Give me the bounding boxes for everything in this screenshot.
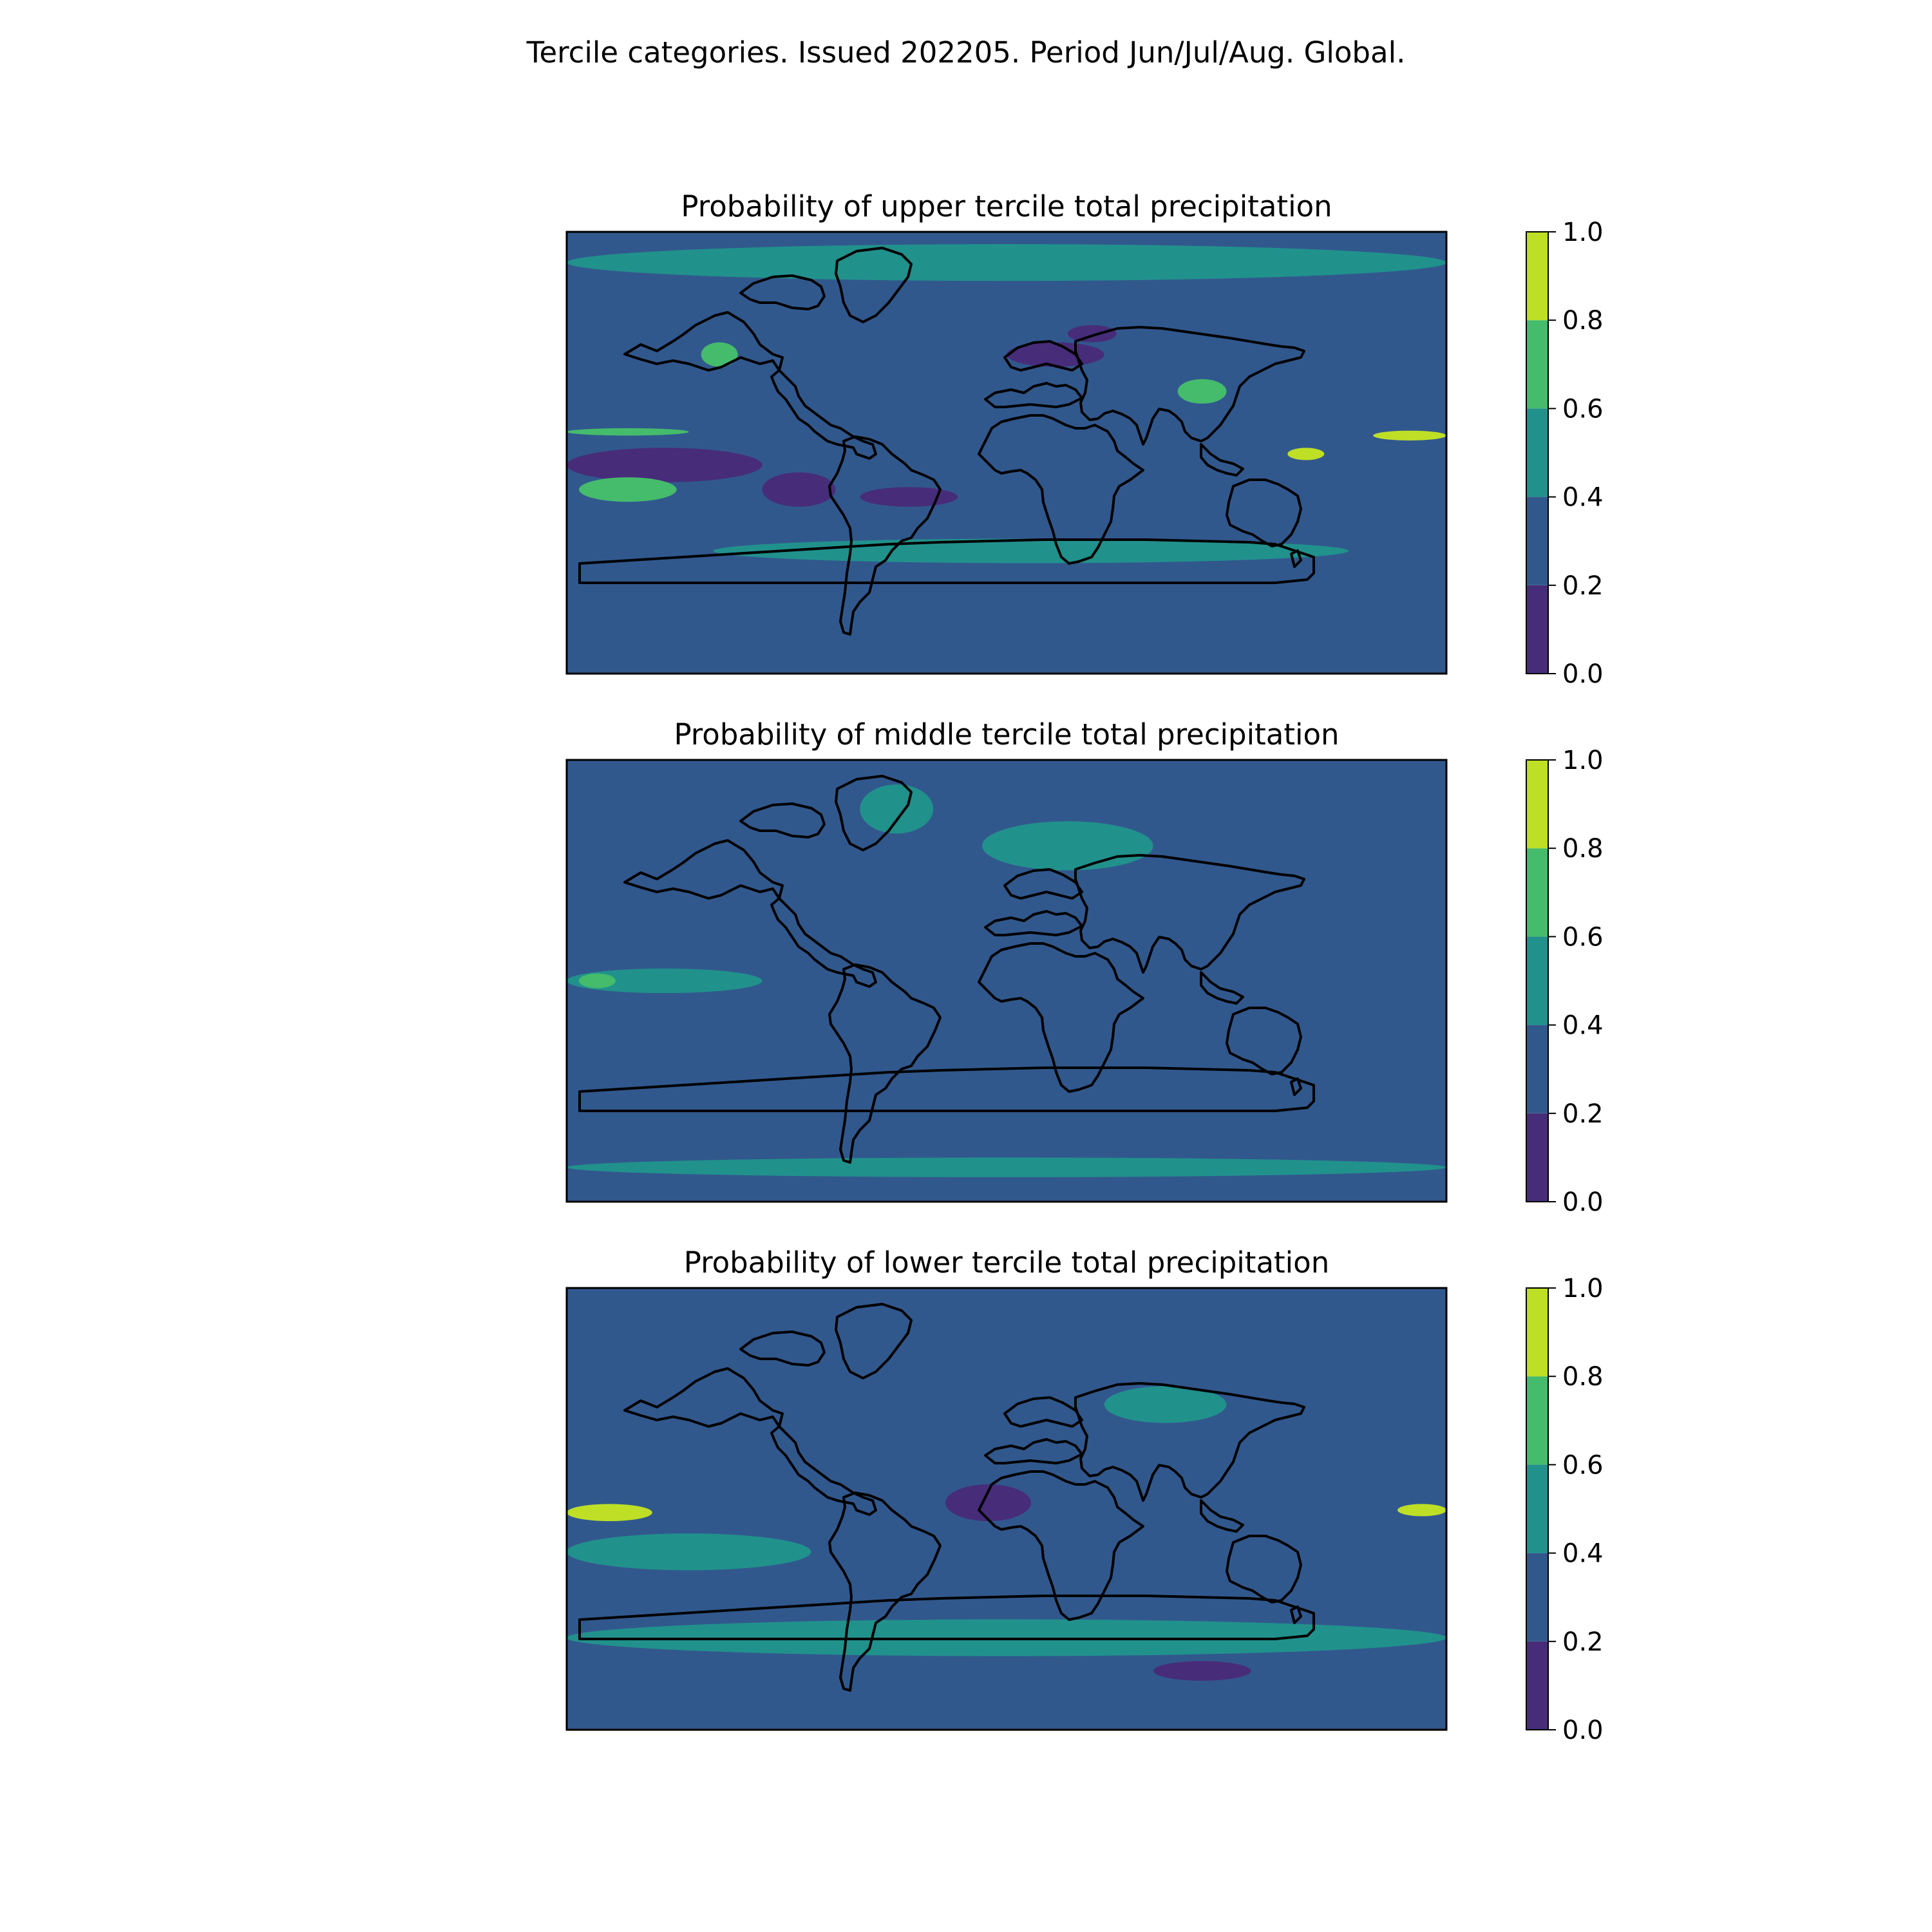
colorbar-bin-3 bbox=[1526, 1376, 1548, 1465]
panel-upper: Probability of upper tercile total preci… bbox=[565, 189, 1604, 689]
region-middle-4 bbox=[982, 821, 1153, 871]
region-lower-1 bbox=[1397, 1504, 1446, 1517]
region-upper-10 bbox=[1177, 379, 1227, 404]
map-frame-middle bbox=[565, 759, 1448, 1203]
colorbar-tick-label: 0.2 bbox=[1562, 571, 1604, 601]
panel-title-lower: Probability of lower tercile total preci… bbox=[684, 1245, 1329, 1280]
region-middle-2 bbox=[860, 784, 934, 834]
colorbar-tick-label: 0.0 bbox=[1562, 659, 1604, 689]
colorbar-bin-4 bbox=[1526, 1288, 1548, 1377]
figure-suptitle: Tercile categories. Issued 202205. Perio… bbox=[526, 35, 1406, 70]
colorbar-bin-2 bbox=[1526, 408, 1548, 497]
region-upper-6 bbox=[567, 428, 689, 436]
region-upper-1 bbox=[762, 472, 836, 507]
region-lower-5 bbox=[1104, 1386, 1227, 1423]
field-upper bbox=[567, 232, 1446, 674]
colorbar-bin-1 bbox=[1526, 497, 1548, 585]
colorbar-tick-label: 0.8 bbox=[1562, 834, 1604, 864]
region-middle-1 bbox=[578, 973, 616, 989]
region-upper-0 bbox=[567, 448, 762, 482]
colorbar-upper: 0.0 0.2 0.4 0.6 0.8 1.0 bbox=[1526, 218, 1604, 689]
map-lower bbox=[565, 1287, 1448, 1731]
colorbar-tick-label: 0.2 bbox=[1562, 1627, 1604, 1657]
colorbar-bin-4 bbox=[1526, 760, 1548, 849]
region-upper-4 bbox=[1067, 325, 1117, 343]
colorbar-tick-label: 0.8 bbox=[1562, 1362, 1604, 1392]
region-lower-6 bbox=[567, 1533, 811, 1571]
region-lower-0 bbox=[567, 1504, 652, 1522]
map-middle bbox=[565, 759, 1448, 1203]
colorbar-tick-label: 0.6 bbox=[1562, 922, 1604, 952]
map-frame-lower bbox=[565, 1287, 1448, 1731]
colorbar-bin-3 bbox=[1526, 848, 1548, 937]
colorbar-tick-label: 0.0 bbox=[1562, 1716, 1604, 1745]
colorbar-frame bbox=[1526, 759, 1549, 1202]
colorbar-bin-1 bbox=[1526, 1553, 1548, 1642]
colorbar-tick-label: 0.6 bbox=[1562, 1450, 1604, 1480]
colorbar-frame bbox=[1526, 1287, 1549, 1730]
colorbar-bin-2 bbox=[1526, 1464, 1548, 1553]
field-middle bbox=[567, 760, 1446, 1202]
panel-middle: Probability of middle tercile total prec… bbox=[565, 717, 1604, 1217]
region-upper-2 bbox=[860, 487, 958, 507]
region-middle-3 bbox=[567, 1157, 1446, 1177]
colorbar-tick-label: 1.0 bbox=[1562, 218, 1604, 247]
colorbar-middle: 0.0 0.2 0.4 0.6 0.8 1.0 bbox=[1526, 746, 1604, 1217]
field-lower bbox=[567, 1288, 1446, 1730]
panel-title-upper: Probability of upper tercile total preci… bbox=[681, 189, 1332, 223]
region-upper-8 bbox=[1287, 448, 1325, 460]
colorbar-lower: 0.0 0.2 0.4 0.6 0.8 1.0 bbox=[1526, 1274, 1604, 1745]
colorbar-bin-0 bbox=[1526, 1113, 1548, 1202]
colorbar-tick-label: 0.8 bbox=[1562, 306, 1604, 336]
colorbar-tick-label: 0.4 bbox=[1562, 1011, 1604, 1041]
region-lower-2 bbox=[945, 1484, 1031, 1522]
panel-lower: Probability of lower tercile total preci… bbox=[565, 1245, 1604, 1745]
colorbar-tick-label: 0.6 bbox=[1562, 394, 1604, 424]
colorbar-bin-4 bbox=[1526, 232, 1548, 321]
map-frame-upper bbox=[565, 231, 1448, 675]
region-upper-9 bbox=[701, 342, 738, 367]
colorbar-bin-1 bbox=[1526, 1025, 1548, 1113]
colorbar-bin-0 bbox=[1526, 1641, 1548, 1730]
colorbar-tick-label: 1.0 bbox=[1562, 746, 1604, 775]
region-upper-12 bbox=[567, 244, 1446, 281]
colorbar-tick-label: 0.0 bbox=[1562, 1188, 1604, 1217]
colorbar-bin-0 bbox=[1526, 585, 1548, 674]
panel-title-middle: Probability of middle tercile total prec… bbox=[674, 717, 1339, 752]
colorbar-tick-label: 0.4 bbox=[1562, 1539, 1604, 1569]
colorbar-tick-label: 1.0 bbox=[1562, 1274, 1604, 1303]
colorbar-tick-label: 0.4 bbox=[1562, 483, 1604, 513]
colorbar-bin-2 bbox=[1526, 936, 1548, 1025]
region-upper-5 bbox=[578, 477, 677, 502]
region-lower-4 bbox=[1153, 1661, 1251, 1681]
region-middle-0 bbox=[567, 968, 762, 994]
region-upper-7 bbox=[1373, 430, 1446, 440]
map-upper bbox=[565, 231, 1448, 675]
colorbar-bin-3 bbox=[1526, 320, 1548, 409]
colorbar-tick-label: 0.2 bbox=[1562, 1099, 1604, 1129]
colorbar-frame bbox=[1526, 231, 1549, 674]
